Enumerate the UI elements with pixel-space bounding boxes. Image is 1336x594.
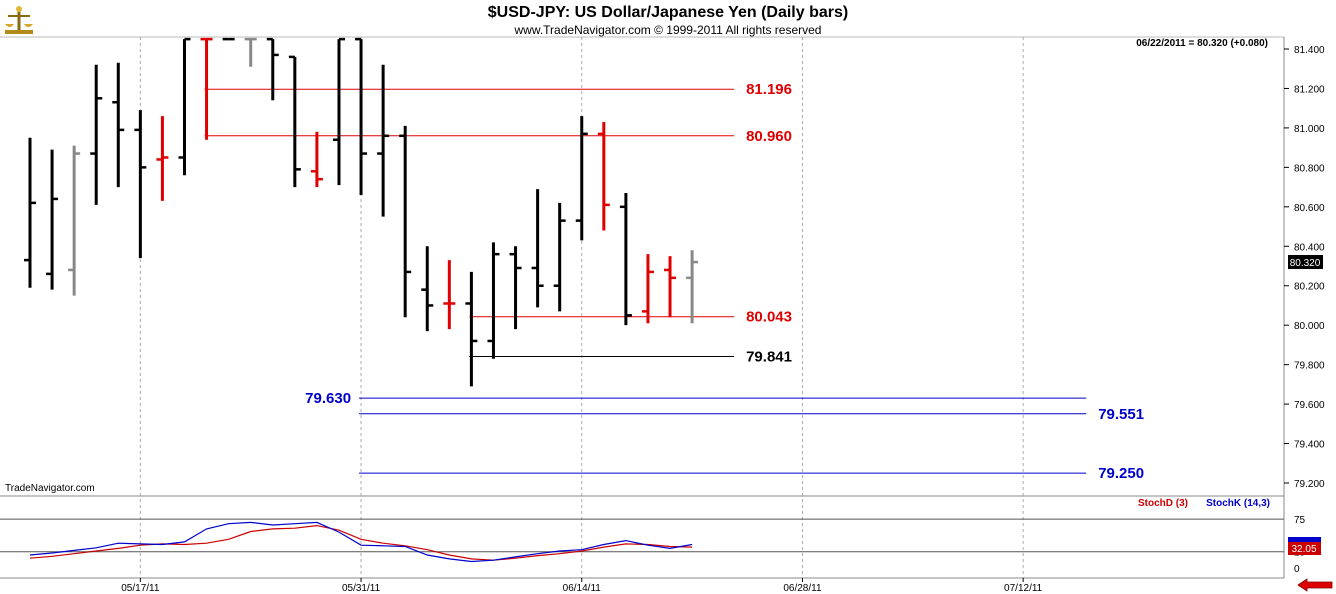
ohlc-bar-06-10 (531, 189, 544, 308)
ohlc-bar-05-13 (90, 64, 103, 205)
ohlc-bar-06-17 (641, 254, 654, 324)
last-price-box (1288, 255, 1323, 269)
price-tick-label: 79.600 (1294, 400, 1325, 411)
ohlc-bar-06-01 (377, 64, 390, 217)
copyright-subtitle: www.TradeNavigator.com © 1999-2011 All r… (514, 23, 822, 37)
ohlc-bar-05-30 (332, 37, 345, 186)
watermark-text: TradeNavigator.com (5, 483, 95, 494)
ohlc-bar-06-16 (619, 193, 632, 326)
price-tick-label: 81.000 (1294, 124, 1325, 135)
price-tick-label: 80.000 (1294, 321, 1325, 332)
stoch-line-k (29, 521, 693, 563)
price-tick-label: 80.200 (1294, 282, 1325, 293)
price-tick-label: 80.400 (1294, 242, 1325, 253)
price-tick-label: 81.200 (1294, 84, 1325, 95)
price-axis-ticks: 81.400 81.200 81.000 80.800 80.600 80.400 80.2… (1284, 45, 1325, 490)
price-tick-label: 79.800 (1294, 361, 1325, 372)
stochd-legend: StochD (3) (1138, 498, 1188, 509)
date-tick-label: 07/12/11 (1004, 583, 1043, 594)
last-price-info: 06/22/2011 = 80.320 (+0.080) (1136, 38, 1268, 49)
date-axis-ticks: 05/17/11 05/31/11 06/14/11 06/28/11 07/12/11 (121, 578, 1043, 594)
price-tick-label: 79.400 (1294, 440, 1325, 451)
level-label-81-196: 81.196 (746, 81, 792, 98)
ohlc-bar-05-31 (355, 37, 368, 195)
level-label-79-551: 79.551 (1098, 406, 1144, 423)
ohlc-bar-05-12 (68, 145, 81, 296)
stochk-legend: StochK (14,3) (1206, 498, 1270, 509)
price-tick-label: 80.800 (1294, 163, 1325, 174)
ohlc-bar-05-19 (178, 37, 191, 176)
date-tick-label: 06/14/11 (563, 583, 602, 594)
stoch-last-box (1288, 542, 1321, 555)
stoch-last-box-blue (1288, 537, 1321, 542)
ohlc-bar-06-21 (686, 250, 699, 324)
ohlc-bar-05-16 (112, 62, 125, 188)
ohlc-bar-06-06 (443, 260, 456, 330)
ohlc-bar-06-07 (465, 271, 478, 387)
ohlc-bars (24, 37, 699, 387)
stoch-line-d (29, 524, 693, 561)
level-label-79-841: 79.841 (746, 349, 792, 366)
ohlc-bar-06-20 (664, 256, 677, 318)
date-tick-label: 05/17/11 (121, 583, 160, 594)
stoch-tick-label: 75 (1294, 515, 1306, 526)
ohlc-bar-05-20 (200, 37, 213, 140)
level-label-79-250: 79.250 (1098, 465, 1144, 482)
ohlc-bar-06-15 (597, 121, 610, 231)
ohlc-bar-06-09 (509, 246, 522, 330)
ohlc-bar-05-27 (310, 131, 323, 188)
date-tick-label: 06/28/11 (783, 583, 822, 594)
level-label-80-960: 80.960 (746, 128, 792, 145)
ohlc-bar-05-17 (134, 110, 147, 259)
ohlc-bar-05-11 (46, 149, 59, 290)
ohlc-bar-05-25 (266, 37, 279, 101)
red-left-arrow-icon[interactable] (1297, 578, 1333, 592)
ohlc-bar-06-14 (575, 116, 588, 241)
ohlc-bar-06-13 (553, 202, 566, 312)
ohlc-bar-05-24 (244, 37, 257, 67)
date-tick-label: 05/31/11 (342, 583, 381, 594)
ohlc-bar-06-08 (487, 242, 500, 359)
ohlc-bar-06-02 (399, 125, 412, 318)
last-price-label: 80.320 (1290, 258, 1321, 269)
stoch-reference-lines (0, 518, 1284, 553)
scales-logo-icon (5, 6, 33, 34)
level-lines: 81.196 80.960 80.043 79.841 79.630 79.551 79.2… (204, 81, 1144, 482)
chart-title: $USD-JPY: US Dollar/Japanese Yen (Daily … (488, 4, 848, 21)
stoch-lines (29, 521, 693, 563)
ohlc-bar-05-18 (156, 116, 169, 201)
price-tick-label: 79.200 (1294, 479, 1325, 490)
level-label-79-630: 79.630 (305, 390, 351, 407)
ohlc-bar-05-10 (24, 137, 36, 288)
level-label-80-043: 80.043 (746, 309, 792, 326)
ohlc-bar-06-03 (421, 246, 434, 332)
price-tick-label: 80.600 (1294, 203, 1325, 214)
price-tick-label: 81.400 (1294, 45, 1325, 56)
stoch-last-value: 32.05 (1291, 544, 1316, 555)
ohlc-bar-05-26 (288, 55, 301, 188)
stoch-tick-label: 0 (1294, 564, 1300, 575)
